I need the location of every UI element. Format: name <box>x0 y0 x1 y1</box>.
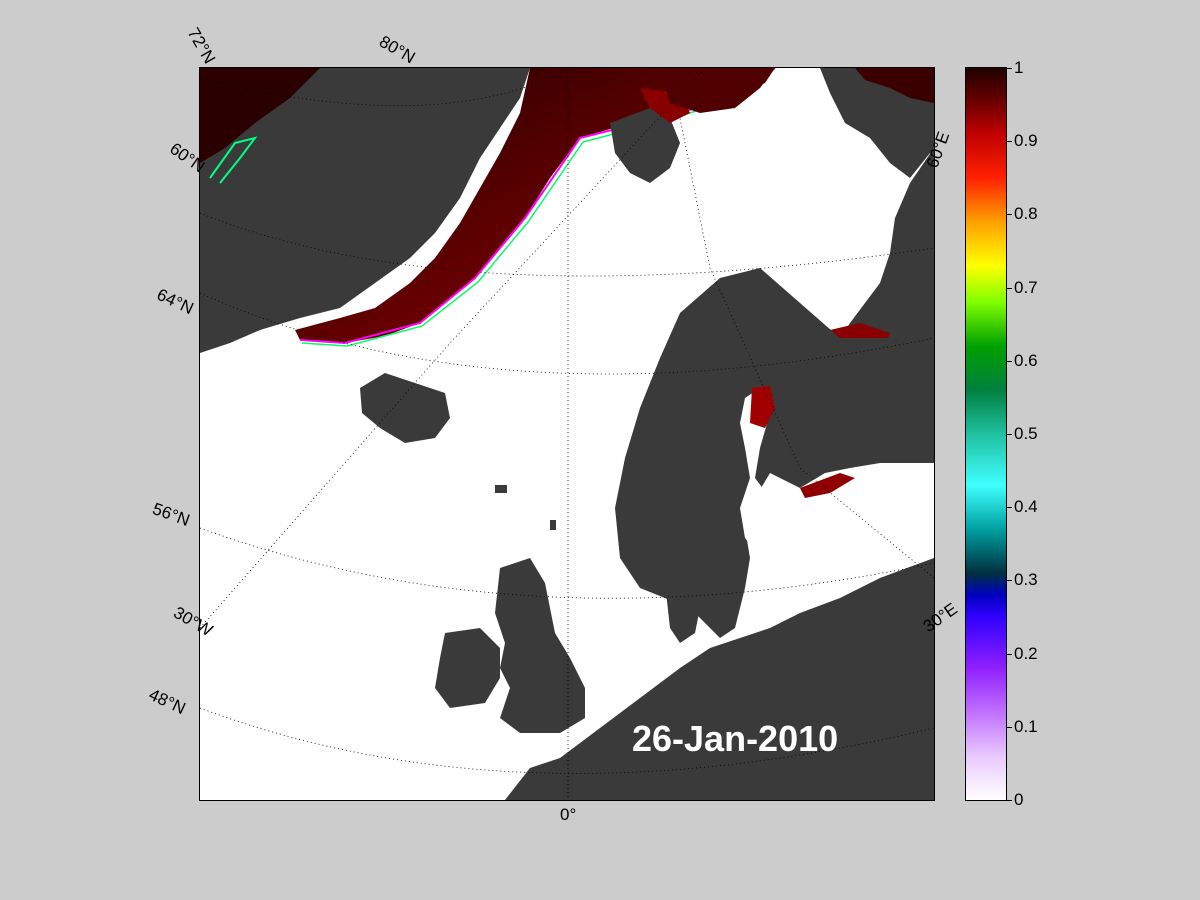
colorbar-tick-mark <box>1006 653 1012 655</box>
svalbard-land <box>610 108 680 183</box>
lon-label-0: 0° <box>560 805 577 824</box>
colorbar-tick-mark <box>1006 360 1012 362</box>
colorbar-tick-label: 0.3 <box>1014 570 1038 590</box>
lat-label-80n: 80°N <box>376 31 419 68</box>
graticule <box>200 68 934 800</box>
greenland-land <box>200 68 530 353</box>
colorbar-tick-mark <box>1006 434 1012 435</box>
lat-label-64n: 64°N <box>153 284 197 319</box>
colorbar-tick-label: 0.9 <box>1014 131 1038 151</box>
map-canvas <box>200 68 934 800</box>
lat-label-48n: 48°N <box>145 684 189 719</box>
lat-label-72n: 72°N <box>183 24 220 67</box>
arctic-ice-top <box>660 68 775 113</box>
iceland-land <box>360 373 450 443</box>
bothnia-ice <box>750 386 775 428</box>
colorbar-tick-mark <box>1006 141 1012 143</box>
colorbar-tick-label: 0.7 <box>1014 277 1038 297</box>
arctic-ice-topleft-edge <box>209 136 258 184</box>
colorbar-tick-mark <box>1006 726 1012 728</box>
colorbar-tick-mark <box>1006 507 1012 509</box>
ireland-land <box>435 628 500 708</box>
colorbar-tick-label: 0.8 <box>1014 204 1038 224</box>
lat-label-56n: 56°N <box>150 499 193 530</box>
finland-gulf-ice <box>800 473 855 498</box>
colorbar-tick-label: 0.6 <box>1014 350 1038 370</box>
scandinavia-land <box>615 268 934 638</box>
colorbar-tick-mark <box>1006 580 1012 582</box>
colorbar-tick-mark <box>1006 800 1012 801</box>
russia-land <box>840 148 934 338</box>
colorbar <box>965 67 1007 801</box>
top-right-ice <box>855 68 934 103</box>
map-panel <box>199 67 935 801</box>
denmark-land <box>665 573 700 643</box>
colorbar-tick-label: 0.1 <box>1014 716 1038 736</box>
baltic-sea <box>740 388 805 628</box>
colorbar-tick-mark <box>1006 214 1012 216</box>
arctic-ice-topleft <box>200 68 320 163</box>
colorbar-tick-label: 0 <box>1014 790 1024 809</box>
colorbar-tick-mark <box>1006 68 1012 69</box>
colorbar-tick-label: 1 <box>1014 58 1024 77</box>
great-britain-land <box>495 558 585 733</box>
colorbar-tick-label: 0.4 <box>1014 497 1038 517</box>
date-stamp: 26-Jan-2010 <box>632 718 839 759</box>
colorbar-tick-label: 0.5 <box>1014 424 1038 443</box>
colorbar-tick-label: 0.2 <box>1014 643 1038 663</box>
colorbar-tick-mark <box>1006 287 1012 289</box>
shetland-islands <box>550 520 556 530</box>
faroe-islands <box>495 485 507 493</box>
europe-land <box>505 463 934 800</box>
